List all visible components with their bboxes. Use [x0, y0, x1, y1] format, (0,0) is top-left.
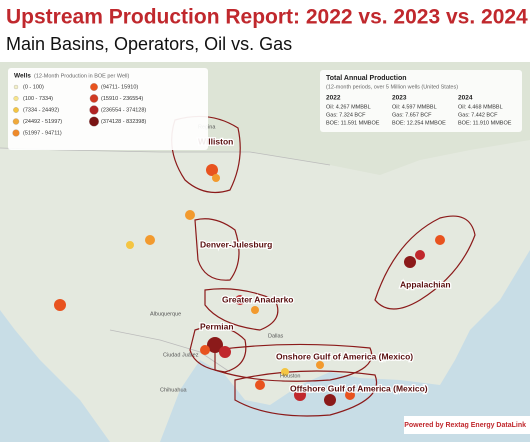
city-label: Ciudad Juárez: [163, 352, 199, 358]
legend-label: (374128 - 832398): [101, 119, 146, 125]
legend-swatch: [12, 129, 20, 137]
production-boe: BOE: 12.254 MMBOE: [392, 120, 446, 126]
city-label: Albuquerque: [150, 311, 181, 317]
footer-box: [404, 416, 530, 434]
legend-label: (100 - 7334): [23, 96, 53, 102]
production-gas: Gas: 7.657 BCF: [392, 112, 432, 118]
legend-label: (0 - 100): [23, 84, 44, 90]
city-label: Chihuahua: [160, 387, 188, 393]
legend-box: [8, 68, 208, 150]
production-box: [320, 70, 522, 132]
legend-swatch: [89, 116, 99, 127]
production-gas: Gas: 7.442 BCF: [458, 112, 498, 118]
production-title: Total Annual Production: [326, 75, 407, 82]
legend-swatch: [89, 94, 99, 103]
legend-label: (94711- 15910): [101, 84, 138, 90]
basin-label: Onshore Gulf of America (Mexico): [276, 351, 413, 361]
legend-note: (12-Month Production in BOE per Well): [34, 73, 129, 79]
basin-label: Appalachian: [400, 279, 451, 289]
basin-label: Offshore Gulf of America (Mexico): [290, 383, 428, 393]
legend-swatch: [13, 84, 19, 90]
production-oil: Oil: 4.597 MMBBL: [392, 104, 437, 110]
subtitle: Main Basins, Operators, Oil vs. Gas: [6, 34, 292, 54]
year-label: 2022: [326, 95, 341, 102]
production-oil: Oil: 4.468 MMBBL: [458, 104, 503, 110]
production-panel: Total Annual Production (12-month period…: [320, 70, 522, 132]
legend-swatch: [13, 96, 19, 102]
legend-swatch: [90, 83, 98, 91]
legend-label: (24492 - 51997): [23, 119, 62, 125]
production-boe: BOE: 11.910 MMBOE: [458, 120, 512, 126]
basin-label: Permian: [200, 321, 234, 331]
basin-outlines: [171, 115, 476, 417]
production-oil: Oil: 4.267 MMBBL: [326, 104, 371, 110]
legend-swatch: [12, 118, 20, 125]
footer: Powered by Rextag Energy DataLink: [404, 422, 526, 429]
basin-label: Greater Anadarko: [222, 294, 294, 304]
header-bg: [0, 0, 530, 62]
legend-label: (236554 - 374128): [101, 107, 146, 113]
city-label: Houston: [280, 373, 301, 379]
legend-swatch: [13, 107, 19, 113]
production-note: (12-month periods, over 5 Million wells …: [326, 84, 458, 90]
title: Upstream Production Report: 2022 vs. 202…: [6, 6, 528, 29]
basin-label: Denver-Julesburg: [200, 239, 272, 249]
production-gas: Gas: 7.324 BCF: [326, 112, 366, 118]
legend-label: (7334 - 24492): [23, 107, 59, 113]
legend-label: (15910 - 236554): [101, 96, 143, 102]
well-bubbles: [54, 164, 445, 406]
legend-swatch: [89, 105, 99, 115]
legend: Wells (12-Month Production in BOE per We…: [8, 68, 208, 150]
legend-title: Wells: [14, 73, 31, 80]
year-label: 2023: [392, 95, 407, 102]
production-boe: BOE: 11.591 MMBOE: [326, 120, 380, 126]
city-label: Dallas: [268, 333, 284, 339]
legend-label: (51997 - 94711): [23, 130, 62, 136]
year-label: 2024: [458, 95, 473, 102]
